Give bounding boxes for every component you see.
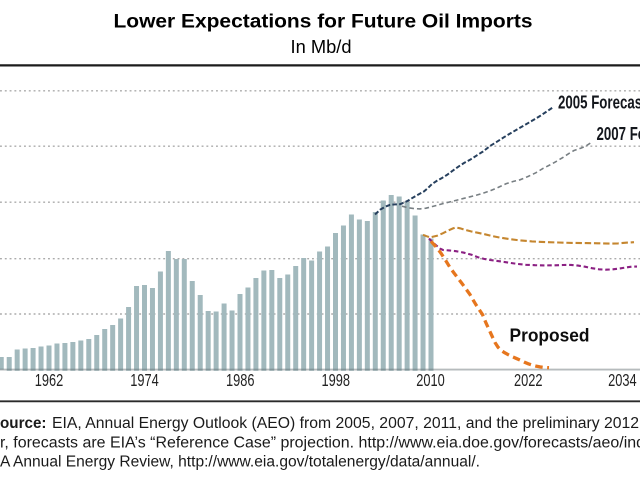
svg-text:EIA, Annual Energy Outlook (AE: EIA, Annual Energy Outlook (AEO) from 20…: [52, 415, 639, 432]
svg-text:2010: 2010: [416, 370, 445, 390]
svg-text:In Mb/d: In Mb/d: [291, 37, 352, 57]
svg-text:2022: 2022: [514, 370, 543, 390]
svg-text:1962: 1962: [35, 370, 64, 390]
svg-text:2007 Forecast: 2007 Forecast: [597, 123, 640, 144]
svg-text:1998: 1998: [322, 370, 351, 390]
svg-text:1986: 1986: [226, 370, 255, 390]
svg-text:1974: 1974: [130, 370, 159, 390]
svg-text:ource:: ource:: [0, 415, 47, 432]
svg-text:Lower Expectations for Future: Lower Expectations for Future Oil Import…: [114, 11, 533, 33]
svg-text:A Annual Energy Review, http:/: A Annual Energy Review, http://www.eia.g…: [0, 453, 480, 470]
svg-text:2005 Forecast: 2005 Forecast: [558, 92, 640, 113]
svg-text:Proposed: Proposed: [510, 326, 590, 346]
svg-text:r, forecasts are EIA’s “Refere: r, forecasts are EIA’s “Reference Case” …: [0, 434, 640, 451]
svg-text:2034: 2034: [608, 370, 637, 390]
